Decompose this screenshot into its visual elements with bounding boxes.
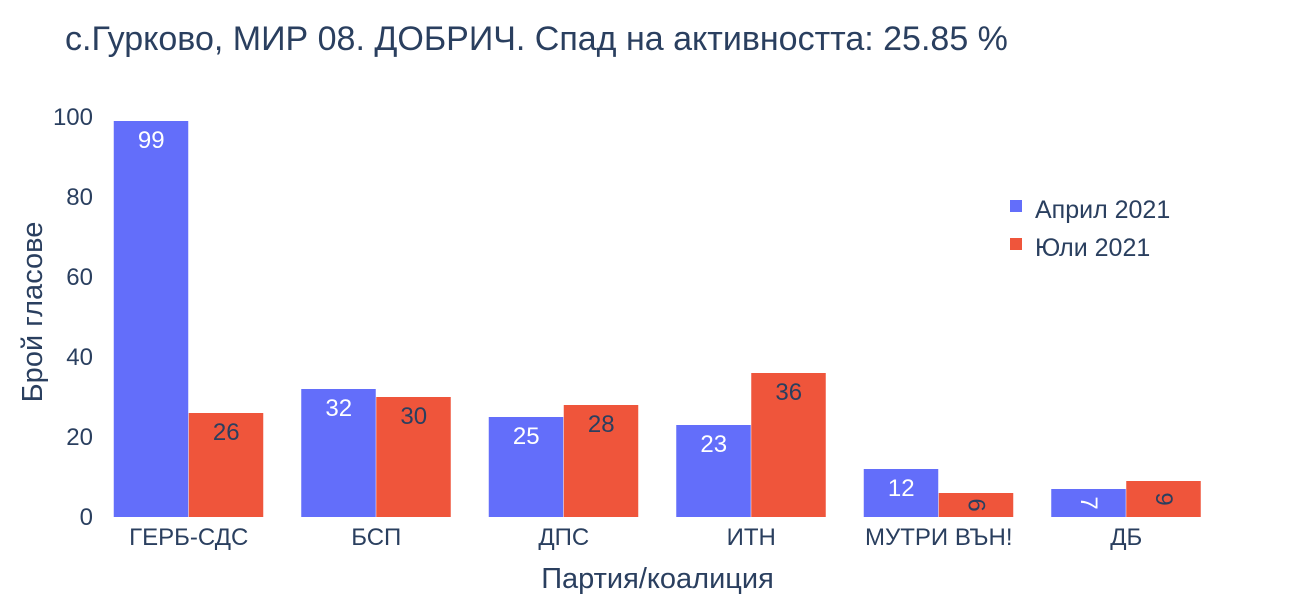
bar[interactable] — [376, 397, 451, 517]
legend-label: Юли 2021 — [1035, 234, 1150, 262]
legend-item[interactable]: Април 2021 — [1010, 196, 1170, 224]
bar-labels-group: 99 26 32 30 25 28 23 36 12 6 7 9 — [138, 127, 1177, 512]
bar[interactable] — [188, 413, 264, 517]
x-tick-label: МУТРИ ВЪН! — [865, 524, 1012, 551]
bar-value-label: 26 — [213, 419, 240, 446]
y-axis-ticks: 0 20 40 60 80 100 — [53, 104, 93, 531]
x-tick-label: ГЕРБ-СДС — [129, 524, 248, 551]
x-tick-label: ДБ — [1110, 524, 1142, 551]
bars-group — [113, 121, 1201, 517]
x-axis-ticks: ГЕРБ-СДС БСП ДПС ИТН МУТРИ ВЪН! ДБ — [129, 524, 1142, 551]
y-tick-label: 100 — [53, 104, 93, 131]
bar-value-label: 23 — [700, 431, 727, 458]
bar[interactable] — [1051, 489, 1126, 517]
bar-value-label: 9 — [1150, 492, 1177, 505]
bar[interactable] — [113, 121, 189, 517]
legend-item[interactable]: Юли 2021 — [1010, 234, 1150, 262]
legend-swatch — [1010, 200, 1022, 212]
bar-value-label: 99 — [138, 127, 165, 154]
legend-label: Април 2021 — [1035, 196, 1170, 224]
y-axis-title: Брой гласове — [17, 222, 49, 403]
bar-value-label: 25 — [513, 423, 540, 450]
chart-title: с.Гурково, МИР 08. ДОБРИЧ. Спад на актив… — [65, 20, 1008, 58]
bar[interactable] — [938, 493, 1014, 517]
bar-value-label: 36 — [775, 379, 802, 406]
bar[interactable] — [863, 469, 939, 517]
bar[interactable] — [301, 389, 376, 517]
x-axis-title: Партия/коалиция — [541, 563, 774, 595]
bar[interactable] — [751, 373, 826, 517]
legend-swatch — [1010, 238, 1022, 250]
y-tick-label: 20 — [66, 424, 93, 451]
y-tick-label: 0 — [80, 504, 93, 531]
y-tick-label: 60 — [66, 264, 93, 291]
y-tick-label: 80 — [66, 184, 93, 211]
legend[interactable]: Април 2021 Юли 2021 — [1010, 196, 1170, 262]
bar-value-label: 28 — [588, 411, 615, 438]
x-tick-label: ИТН — [727, 524, 776, 551]
bar-value-label: 32 — [325, 395, 352, 422]
bar[interactable] — [1126, 481, 1201, 517]
bar[interactable] — [563, 405, 639, 517]
y-tick-label: 40 — [66, 344, 93, 371]
bar-value-label: 30 — [400, 403, 427, 430]
bar-value-label: 6 — [962, 498, 989, 511]
bar[interactable] — [488, 417, 564, 517]
bar-value-label: 7 — [1075, 496, 1102, 509]
x-tick-label: БСП — [351, 524, 401, 551]
bar[interactable] — [676, 425, 751, 517]
bar-value-label: 12 — [888, 475, 915, 502]
x-tick-label: ДПС — [538, 524, 589, 551]
